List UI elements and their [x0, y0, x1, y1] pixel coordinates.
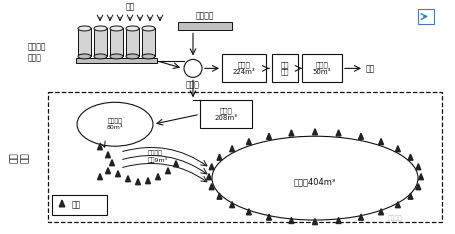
Polygon shape — [109, 160, 114, 166]
Text: 荷花池404m³: 荷花池404m³ — [293, 178, 335, 187]
Polygon shape — [165, 168, 170, 174]
Text: 市政管道: 市政管道 — [195, 11, 214, 21]
Bar — [48, 92, 441, 222]
Text: 人工景观
小溪9m³: 人工景观 小溪9m³ — [148, 151, 168, 164]
Polygon shape — [246, 209, 251, 215]
Polygon shape — [97, 174, 102, 180]
Polygon shape — [378, 139, 383, 145]
Bar — [301, 55, 341, 82]
Text: 回用: 回用 — [365, 64, 374, 73]
Polygon shape — [246, 139, 251, 145]
Polygon shape — [335, 130, 340, 136]
Ellipse shape — [142, 26, 155, 31]
Ellipse shape — [94, 54, 107, 59]
Polygon shape — [145, 178, 150, 184]
Polygon shape — [135, 179, 140, 185]
Polygon shape — [229, 202, 234, 208]
Polygon shape — [266, 133, 271, 139]
Polygon shape — [155, 174, 160, 180]
Ellipse shape — [110, 54, 123, 59]
Polygon shape — [125, 176, 130, 182]
Polygon shape — [217, 193, 222, 199]
Polygon shape — [105, 152, 110, 158]
Polygon shape — [115, 171, 120, 177]
Polygon shape — [358, 133, 363, 139]
Polygon shape — [173, 161, 178, 167]
Polygon shape — [394, 202, 399, 208]
Polygon shape — [209, 164, 214, 170]
Text: 沉淤池
208m³: 沉淤池 208m³ — [214, 107, 237, 121]
Polygon shape — [266, 214, 271, 220]
Ellipse shape — [78, 54, 91, 59]
Ellipse shape — [142, 54, 155, 59]
Polygon shape — [229, 146, 234, 152]
Bar — [177, 22, 232, 30]
Polygon shape — [394, 146, 399, 152]
Polygon shape — [59, 200, 65, 207]
Polygon shape — [335, 217, 340, 223]
Text: 调蓄池
224m³: 调蓄池 224m³ — [232, 62, 255, 75]
Polygon shape — [378, 209, 383, 215]
Bar — [78, 29, 91, 56]
Bar — [200, 100, 252, 128]
Text: 降雨: 降雨 — [125, 3, 134, 11]
Polygon shape — [209, 184, 214, 190]
Text: 分流井: 分流井 — [186, 80, 199, 89]
Polygon shape — [97, 144, 102, 150]
Text: 大美地理: 大美地理 — [387, 215, 402, 221]
Bar — [94, 29, 107, 56]
Polygon shape — [418, 174, 423, 180]
Ellipse shape — [94, 26, 107, 31]
Polygon shape — [105, 168, 110, 174]
Bar — [222, 55, 265, 82]
Text: 净化
处理: 净化 处理 — [280, 61, 288, 76]
Text: 活水
公园: 活水 公园 — [10, 152, 30, 163]
Text: 植被: 植被 — [72, 201, 81, 210]
Text: 清水池
50m³: 清水池 50m³ — [312, 62, 330, 75]
Bar — [110, 29, 123, 56]
Bar — [126, 29, 139, 56]
Ellipse shape — [126, 26, 139, 31]
Polygon shape — [312, 129, 317, 135]
Bar — [417, 8, 433, 25]
Polygon shape — [206, 174, 211, 180]
Ellipse shape — [126, 54, 139, 59]
Polygon shape — [407, 154, 412, 160]
Bar — [142, 29, 155, 56]
Polygon shape — [415, 184, 420, 190]
Bar — [52, 195, 107, 215]
Polygon shape — [358, 214, 363, 220]
Polygon shape — [288, 130, 293, 136]
Polygon shape — [415, 164, 420, 170]
Circle shape — [184, 59, 202, 77]
Ellipse shape — [78, 26, 91, 31]
Polygon shape — [312, 219, 317, 225]
Ellipse shape — [110, 26, 123, 31]
Ellipse shape — [77, 102, 153, 146]
Text: 区域雨水
收集井: 区域雨水 收集井 — [28, 43, 46, 62]
Polygon shape — [217, 154, 222, 160]
Polygon shape — [288, 217, 293, 223]
Bar — [271, 55, 298, 82]
Text: 景观鱼眼
80m³: 景观鱼眼 80m³ — [106, 119, 123, 130]
Ellipse shape — [212, 136, 417, 220]
Bar — [76, 58, 157, 63]
Polygon shape — [407, 193, 412, 199]
